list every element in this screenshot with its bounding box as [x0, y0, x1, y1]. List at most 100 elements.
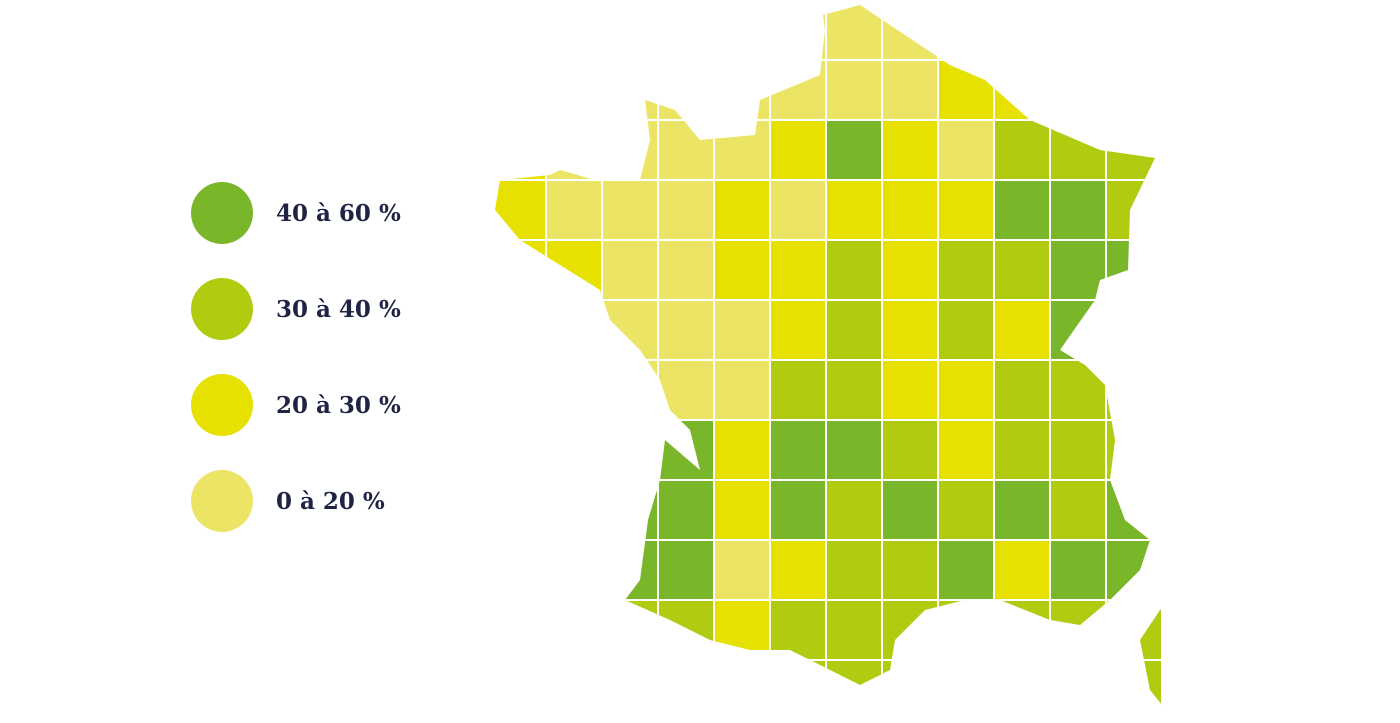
department-area: [937, 299, 995, 361]
department-area: [825, 359, 883, 421]
department-area: [713, 659, 771, 715]
department-area: [713, 59, 771, 121]
department-area: [993, 5, 1051, 61]
department-area: [495, 59, 547, 121]
department-area: [993, 599, 1051, 661]
department-area: [881, 239, 939, 301]
department-area: [545, 599, 603, 661]
department-area: [825, 239, 883, 301]
department-area: [545, 179, 603, 241]
department-area: [545, 239, 603, 301]
legend-swatch: [191, 374, 253, 436]
department-area: [1049, 119, 1107, 181]
department-area: [495, 179, 547, 241]
department-area: [769, 179, 827, 241]
department-area: [825, 179, 883, 241]
department-area: [713, 299, 771, 361]
department-area: [881, 299, 939, 361]
department-area: [769, 599, 827, 661]
department-area: [937, 119, 995, 181]
department-area: [825, 659, 883, 715]
department-area: [1105, 479, 1163, 541]
legend-label: 40 à 60 %: [276, 200, 401, 227]
department-area: [1105, 599, 1163, 661]
department-area: [1049, 239, 1107, 301]
department-area: [601, 179, 659, 241]
france-map: [495, 5, 1163, 715]
department-area: [1105, 659, 1163, 715]
department-area: [769, 659, 827, 715]
department-area: [993, 239, 1051, 301]
department-area: [601, 299, 659, 361]
department-area: [937, 599, 995, 661]
department-area: [657, 479, 715, 541]
department-area: [601, 359, 659, 421]
department-area: [657, 239, 715, 301]
department-area: [713, 179, 771, 241]
legend-label: 0 à 20 %: [276, 488, 385, 515]
department-area: [713, 239, 771, 301]
department-area: [993, 479, 1051, 541]
department-area: [1049, 5, 1107, 61]
department-area: [881, 419, 939, 481]
department-area: [713, 599, 771, 661]
department-area: [881, 359, 939, 421]
department-area: [937, 479, 995, 541]
department-area: [545, 359, 603, 421]
department-area: [1049, 539, 1107, 601]
department-area: [495, 5, 547, 61]
department-area: [601, 479, 659, 541]
department-area: [937, 59, 995, 121]
department-area: [601, 239, 659, 301]
department-area: [769, 59, 827, 121]
department-area: [601, 5, 659, 61]
department-area: [937, 659, 995, 715]
department-area: [657, 5, 715, 61]
department-area: [657, 359, 715, 421]
department-area: [881, 179, 939, 241]
department-area: [881, 5, 939, 61]
department-area: [881, 119, 939, 181]
department-area: [1049, 479, 1107, 541]
department-area: [993, 119, 1051, 181]
department-area: [1105, 419, 1163, 481]
department-area: [657, 419, 715, 481]
legend-swatch: [191, 182, 253, 244]
department-area: [545, 659, 603, 715]
department-area: [657, 179, 715, 241]
department-area: [601, 599, 659, 661]
department-area: [937, 239, 995, 301]
department-area: [825, 599, 883, 661]
department-area: [993, 539, 1051, 601]
department-area: [495, 119, 547, 181]
department-area: [1105, 239, 1163, 301]
department-area: [1105, 359, 1163, 421]
department-area: [601, 59, 659, 121]
department-area: [657, 659, 715, 715]
department-area: [495, 359, 547, 421]
legend-label: 20 à 30 %: [276, 392, 401, 419]
department-area: [993, 419, 1051, 481]
department-area: [601, 419, 659, 481]
department-area: [545, 299, 603, 361]
department-area: [713, 119, 771, 181]
department-area: [825, 59, 883, 121]
department-area: [1049, 419, 1107, 481]
department-area: [1049, 359, 1107, 421]
department-area: [993, 299, 1051, 361]
legend-swatch: [191, 470, 253, 532]
department-area: [657, 119, 715, 181]
department-area: [713, 359, 771, 421]
department-area: [713, 5, 771, 61]
department-area: [769, 539, 827, 601]
department-area: [657, 299, 715, 361]
department-area: [545, 119, 603, 181]
department-area: [545, 539, 603, 601]
department-area: [1049, 659, 1107, 715]
department-area: [657, 539, 715, 601]
department-area: [545, 479, 603, 541]
department-area: [993, 359, 1051, 421]
department-area: [769, 479, 827, 541]
department-area: [657, 599, 715, 661]
